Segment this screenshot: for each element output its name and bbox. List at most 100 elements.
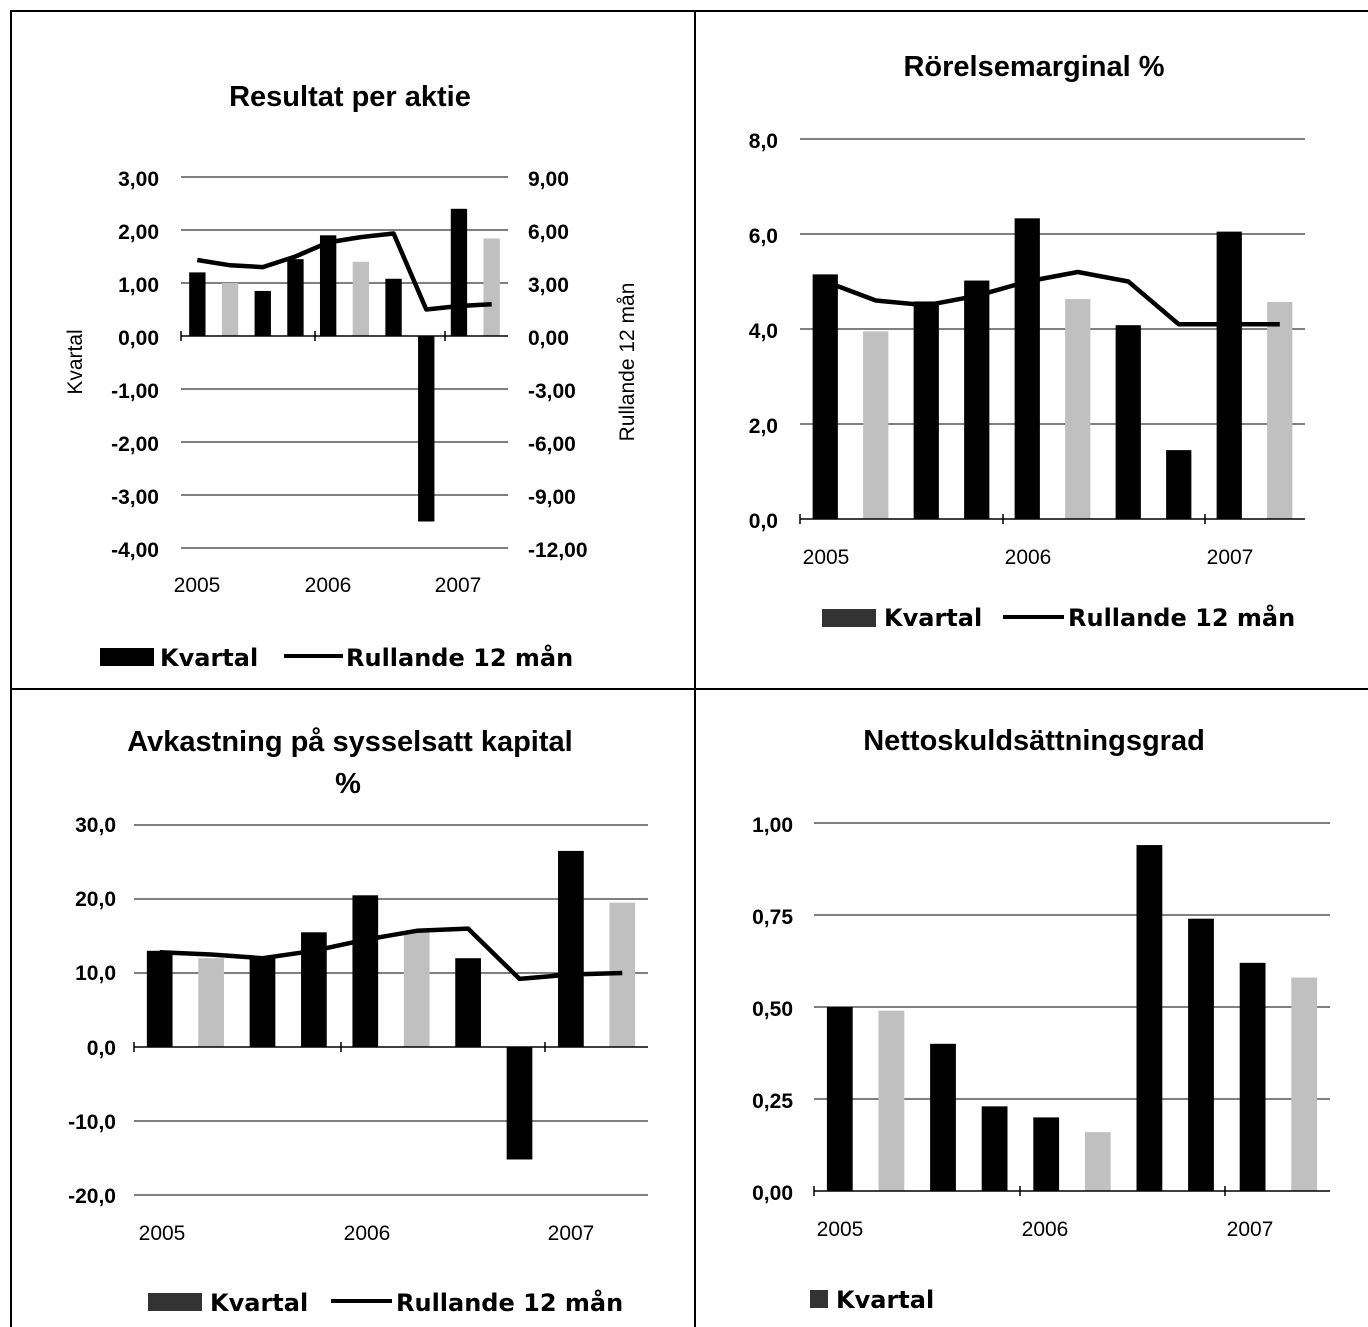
chart-resultat-per-aktie: Resultat per aktie Kvartal Rullande 12 m… — [64, 81, 639, 672]
bar — [506, 1047, 533, 1160]
chart-title: Resultat per aktie — [229, 81, 471, 113]
bar — [1065, 299, 1091, 519]
legend-swatch-kvartal — [810, 1290, 828, 1308]
y-tick-label: 0,00 — [752, 1182, 793, 1205]
bar — [254, 290, 271, 336]
y2-axis-label: Rullande 12 mån — [616, 283, 639, 442]
bar — [878, 1010, 905, 1191]
y-ticks: 30,0 20,0 10,0 0,0 -10,0 -20,0 — [68, 814, 116, 1208]
legend: Kvartal Rullande 12 mån — [100, 643, 573, 672]
chart-avkastning: Avkastning på sysselsatt kapital % 30,0 … — [68, 726, 648, 1317]
x-tick-label: 2006 — [1005, 546, 1052, 569]
chart-nettoskuldsattningsgrad: Nettoskuldsättningsgrad 1,00 0,75 0,50 0… — [752, 725, 1330, 1314]
bar — [189, 272, 206, 336]
y2-tick-label: 3,00 — [528, 274, 569, 297]
zero-axis — [133, 1042, 648, 1052]
bar — [287, 259, 304, 336]
bar — [221, 283, 239, 336]
x-tick-label: 2005 — [803, 546, 850, 569]
bar — [812, 274, 838, 519]
bar — [1239, 962, 1266, 1191]
line-series — [824, 269, 1280, 327]
x-ticks: 2005 2006 2007 — [139, 1222, 595, 1245]
bar — [1084, 1132, 1111, 1191]
y-tick-label: 4,0 — [749, 320, 778, 343]
y2-tick-label: 9,00 — [528, 168, 569, 191]
x-tick-label: 2005 — [139, 1222, 186, 1245]
legend-label: Rullande 12 mån — [396, 1288, 623, 1317]
line-series — [159, 926, 623, 982]
bar — [1166, 450, 1192, 519]
bar — [249, 958, 276, 1047]
line-series — [196, 231, 492, 312]
chart-title: Nettoskuldsättningsgrad — [863, 725, 1205, 757]
x-tick-label: 2007 — [548, 1222, 595, 1245]
bar — [385, 278, 402, 336]
y-tick-label: 0,50 — [752, 998, 793, 1021]
y2-tick-label: -6,00 — [528, 433, 576, 456]
x-tick-label: 2005 — [174, 574, 221, 597]
y-tick-label: 0,00 — [118, 327, 159, 350]
y2-tick-label: 0,00 — [528, 327, 569, 350]
bar — [352, 261, 370, 336]
y2-ticks: 9,00 6,00 3,00 0,00 -3,00 -6,00 -9,00 -1… — [528, 168, 588, 562]
rolling-12m-line — [824, 269, 1280, 327]
bar — [319, 235, 337, 336]
zero-axis — [813, 1186, 1330, 1196]
y-tick-label: 3,00 — [118, 168, 159, 191]
chart-title: Rörelsemarginal % — [903, 51, 1164, 83]
y-tick-label: 0,25 — [752, 1090, 793, 1113]
bar — [146, 950, 173, 1047]
legend-label: Kvartal — [210, 1289, 308, 1317]
x-ticks: 2005 2006 2007 — [817, 1218, 1274, 1241]
y-tick-label: -4,00 — [111, 539, 159, 562]
y-tick-label: 0,75 — [752, 906, 793, 929]
y-tick-label: -1,00 — [111, 380, 159, 403]
bar — [913, 301, 939, 519]
panel-frame — [10, 10, 1368, 1327]
legend: Kvartal Rullande 12 mån — [822, 603, 1295, 632]
bar — [1136, 845, 1163, 1191]
bars — [189, 208, 500, 522]
y2-tick-label: 6,00 — [528, 221, 569, 244]
bar — [1267, 301, 1293, 519]
legend-label: Rullande 12 mån — [1068, 603, 1295, 632]
bar — [1291, 977, 1318, 1191]
y-tick-label: 1,00 — [752, 814, 793, 837]
legend-label: Kvartal — [160, 644, 258, 672]
bar — [198, 958, 224, 1047]
x-ticks: 2005 2006 2007 — [803, 546, 1254, 569]
bar — [558, 850, 584, 1047]
chart-title-line-2: % — [335, 768, 361, 800]
y2-tick-label: -3,00 — [528, 380, 576, 403]
bar — [964, 280, 990, 519]
chart-rorelsemarginal: Rörelsemarginal % 8,0 6,0 4,0 2,0 0,0 20… — [749, 51, 1305, 632]
bar — [1033, 1117, 1060, 1191]
x-tick-label: 2007 — [1227, 1218, 1274, 1241]
y-ticks: 3,00 2,00 1,00 0,00 -1,00 -2,00 -3,00 -4… — [111, 168, 159, 562]
bar — [930, 1043, 956, 1191]
legend-swatch-kvartal — [822, 609, 876, 627]
bar — [1188, 918, 1214, 1191]
y-tick-label: 10,0 — [75, 962, 116, 985]
y-tick-label: 0,0 — [749, 510, 778, 533]
bar — [1014, 218, 1040, 519]
y-axis-label: Kvartal — [64, 329, 87, 394]
bar — [450, 208, 468, 336]
y-tick-label: 2,0 — [749, 415, 778, 438]
x-tick-label: 2005 — [817, 1218, 864, 1241]
bars — [812, 218, 1293, 519]
x-ticks: 2005 2006 2007 — [174, 574, 482, 597]
y-tick-label: 8,0 — [749, 130, 778, 153]
y-tick-label: 6,0 — [749, 225, 778, 248]
y-tick-label: -10,0 — [68, 1111, 116, 1134]
zero-axis — [180, 331, 508, 341]
y-tick-label: 20,0 — [75, 888, 116, 911]
bar — [418, 336, 435, 522]
bars — [826, 845, 1318, 1191]
legend-label: Kvartal — [884, 604, 982, 632]
bar — [455, 958, 481, 1047]
bar — [352, 895, 379, 1047]
y2-tick-label: -9,00 — [528, 486, 576, 509]
